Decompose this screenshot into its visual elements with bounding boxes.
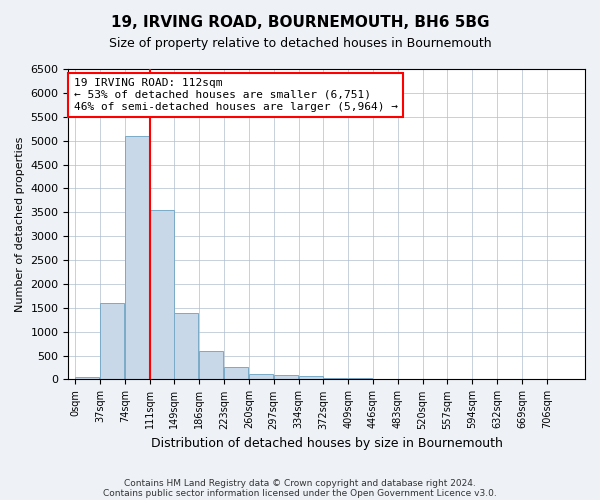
Text: Contains public sector information licensed under the Open Government Licence v3: Contains public sector information licen… [103, 488, 497, 498]
Bar [323, 378, 347, 380]
Text: 19 IRVING ROAD: 112sqm
← 53% of detached houses are smaller (6,751)
46% of semi-: 19 IRVING ROAD: 112sqm ← 53% of detached… [74, 78, 398, 112]
Bar [125, 136, 149, 380]
Bar [175, 312, 199, 380]
Bar [100, 303, 124, 380]
Bar [299, 376, 323, 380]
Bar [149, 210, 173, 380]
Bar [274, 374, 298, 380]
Text: Size of property relative to detached houses in Bournemouth: Size of property relative to detached ho… [109, 38, 491, 51]
Text: 19, IRVING ROAD, BOURNEMOUTH, BH6 5BG: 19, IRVING ROAD, BOURNEMOUTH, BH6 5BG [111, 15, 489, 30]
Y-axis label: Number of detached properties: Number of detached properties [15, 136, 25, 312]
Bar [348, 378, 372, 380]
X-axis label: Distribution of detached houses by size in Bournemouth: Distribution of detached houses by size … [151, 437, 503, 450]
Bar [224, 367, 248, 380]
Bar [75, 377, 99, 380]
Text: Contains HM Land Registry data © Crown copyright and database right 2024.: Contains HM Land Registry data © Crown c… [124, 478, 476, 488]
Bar [199, 351, 223, 380]
Bar [249, 374, 273, 380]
